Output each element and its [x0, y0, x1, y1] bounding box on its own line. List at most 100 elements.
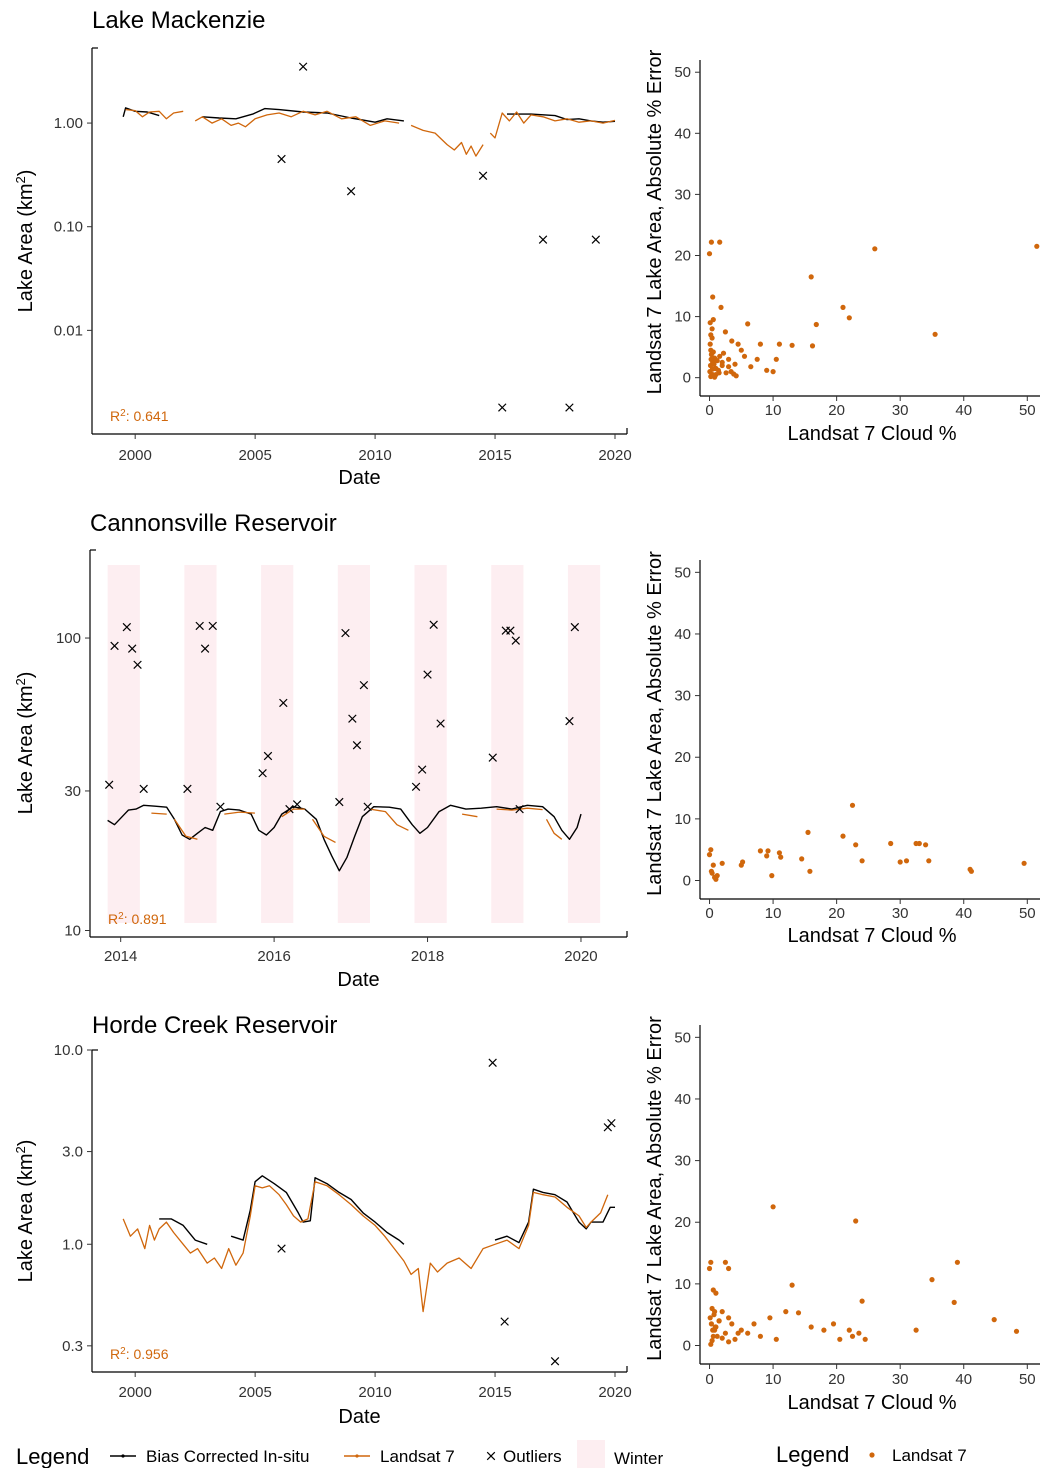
landsat7-point [789, 342, 795, 348]
landsat7-point [732, 1336, 738, 1342]
landsat7-point [706, 1265, 713, 1272]
landsat7-point [897, 859, 903, 865]
landsat7-point [719, 1309, 725, 1315]
landsat7-line-segment-4 [489, 111, 616, 139]
insitu-line-segment-3 [494, 1188, 615, 1244]
y-tick-label: 20 [674, 247, 691, 264]
y-tick-label: 30 [674, 186, 691, 203]
winter-band [567, 565, 601, 923]
winter-band [184, 565, 217, 923]
outlier-point [335, 797, 344, 807]
outlier-point [208, 621, 217, 631]
outlier-point [104, 780, 114, 789]
winter-band [337, 565, 371, 923]
x-tick-label: 2010 [358, 447, 391, 464]
landsat7-point [872, 246, 878, 252]
landsat7-point [708, 868, 715, 874]
landsat7-point [713, 1290, 719, 1296]
landsat7-point [710, 317, 716, 323]
legend-right: Legend Landsat 7 [776, 1442, 967, 1467]
landsat7-point [738, 1327, 744, 1333]
y-axis-title: Lake Area (km2) [13, 672, 38, 815]
x-tick-label: 20 [828, 1371, 845, 1388]
landsat7-point [767, 1315, 773, 1321]
outlier-point [565, 403, 574, 412]
landsat7-point [707, 1315, 713, 1321]
scatter-panel-2: 0 10 20 30 40 50 0 10 20 30 40 50 Landsat 7 Cloud % L… [644, 551, 1040, 947]
landsat7-point [770, 1204, 776, 1210]
landsat7-point [711, 361, 717, 367]
x-tick-label: 2018 [411, 948, 444, 965]
y-tick-label: 0 [683, 370, 691, 387]
x-tick-label: 2014 [104, 948, 137, 965]
landsat7-line-segment-9 [545, 818, 563, 840]
landsat7-point [954, 1259, 961, 1265]
x-tick-label: 2020 [564, 948, 597, 965]
landsat7-point [741, 353, 748, 359]
y-tick-label: 40 [674, 1091, 691, 1108]
landsat7-line-segment-1 [151, 812, 167, 815]
x-axis-title: Date [337, 969, 379, 991]
landsat7-point [830, 1321, 837, 1327]
landsat7-point [710, 349, 716, 355]
landsat7-point [773, 1336, 779, 1342]
landsat7-point [745, 1330, 751, 1336]
landsat7-point [862, 1336, 868, 1342]
y-tick-label: 30 [674, 1153, 691, 1170]
landsat7-point [751, 1321, 757, 1327]
r-squared-label: R2: 0.641 [110, 408, 169, 425]
landsat7-line-segment-2 [173, 818, 198, 840]
landsat7-line-segment-5 [311, 818, 336, 843]
landsat7-point [757, 341, 764, 347]
x-tick-label: 2005 [238, 447, 271, 464]
landsat7-point [840, 833, 846, 839]
landsat7-point [757, 1333, 764, 1339]
landsat7-point [991, 1317, 997, 1323]
x-tick-label: 40 [955, 905, 972, 922]
outlier-point [277, 1244, 286, 1253]
landsat7-point [708, 356, 714, 362]
outlier-point [200, 644, 210, 653]
timeseries-panel-1: Lake Mackenzie 2000 2005 2010 2015 2020 1.00 0.… [13, 7, 632, 489]
outlier-point [436, 719, 445, 728]
landsat7-point [821, 1327, 827, 1333]
x-tick-label: 0 [705, 402, 713, 419]
landsat7-point [748, 364, 754, 370]
outlier-point [263, 751, 273, 761]
landsat7-point [769, 873, 775, 879]
scatter-panel-1: 0 10 20 30 40 50 0 10 20 30 40 50 Landsat 7 Cloud % L… [644, 49, 1040, 445]
winter-band [261, 565, 294, 923]
landsat7-point [807, 868, 813, 874]
x-tick-label: 10 [765, 1371, 782, 1388]
x-tick-label: 50 [1019, 402, 1036, 419]
landsat7-point [808, 1324, 814, 1330]
outlier-point [195, 621, 204, 631]
x-tick-label: 40 [955, 1371, 972, 1388]
outlier-point [511, 636, 520, 645]
y-axis-title: Landsat 7 Lake Area, Absolute % Error [644, 49, 666, 394]
timeseries-panel-2: Cannonsville Reservoir 2014 2016 2018 2020 10… [13, 510, 628, 991]
landsat7-point [719, 359, 725, 365]
landsat7-point [856, 1330, 862, 1336]
landsat7-point [714, 358, 720, 364]
x-axis-title: Landsat 7 Cloud % [787, 1392, 956, 1414]
landsat7-point [754, 356, 760, 362]
y-tick-label: 1.00 [54, 115, 83, 132]
landsat7-point [805, 829, 811, 836]
legend-winter-swatch [577, 1440, 605, 1468]
x-tick-label: 10 [765, 905, 782, 922]
x-tick-label: 40 [955, 402, 972, 419]
landsat7-point [716, 1318, 722, 1324]
landsat7-point [717, 239, 723, 245]
landsat7-point [799, 856, 805, 862]
landsat7-point [764, 367, 770, 373]
y-tick-label: 0.3 [62, 1338, 83, 1355]
landsat7-point [923, 842, 929, 848]
legend-left: Legend Bias Corrected In-situ Landsat 7 Out… [16, 1440, 663, 1468]
outlier-point [488, 753, 497, 762]
outlier-point [359, 680, 369, 690]
landsat7-point [717, 353, 723, 359]
chart-title: Lake Mackenzie [92, 7, 265, 34]
landsat7-point [853, 842, 859, 848]
